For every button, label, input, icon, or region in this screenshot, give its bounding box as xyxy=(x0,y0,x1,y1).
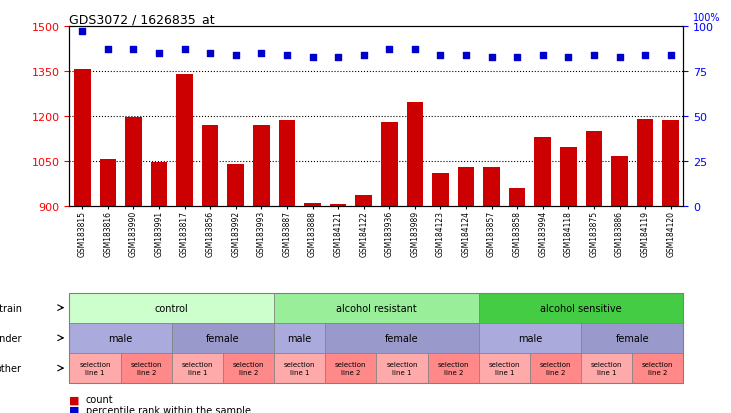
Text: ■: ■ xyxy=(69,405,80,413)
Point xyxy=(281,52,292,59)
Point xyxy=(588,52,599,59)
Point xyxy=(204,50,216,57)
Text: female: female xyxy=(616,333,649,343)
Bar xyxy=(458,168,474,206)
Text: selection
line 2: selection line 2 xyxy=(130,361,162,375)
Point xyxy=(307,54,319,61)
Bar xyxy=(560,148,577,206)
Point xyxy=(461,52,472,59)
Text: other: other xyxy=(0,363,22,373)
Point xyxy=(383,47,395,54)
Text: ■: ■ xyxy=(69,394,80,404)
Point xyxy=(178,47,190,54)
Bar xyxy=(330,205,346,206)
Point xyxy=(614,54,626,61)
Point xyxy=(639,52,651,59)
Bar xyxy=(406,103,423,206)
Text: selection
line 2: selection line 2 xyxy=(232,361,265,375)
Text: GDS3072 / 1626835_at: GDS3072 / 1626835_at xyxy=(69,13,215,26)
Point xyxy=(154,50,165,57)
Text: selection
line 1: selection line 1 xyxy=(386,361,418,375)
Text: male: male xyxy=(287,333,312,343)
Point xyxy=(332,54,344,61)
Bar xyxy=(176,75,193,206)
Point xyxy=(256,50,268,57)
Text: alcohol resistant: alcohol resistant xyxy=(336,303,417,313)
Point xyxy=(537,52,548,59)
Text: selection
line 1: selection line 1 xyxy=(284,361,316,375)
Bar xyxy=(99,159,116,206)
Bar xyxy=(74,70,91,206)
Text: percentile rank within the sample: percentile rank within the sample xyxy=(86,405,251,413)
Bar xyxy=(279,121,295,206)
Text: selection
line 2: selection line 2 xyxy=(437,361,469,375)
Bar xyxy=(227,164,244,206)
Text: selection
line 1: selection line 1 xyxy=(591,361,623,375)
Text: 100%: 100% xyxy=(693,13,720,23)
Point xyxy=(102,47,114,54)
Text: male: male xyxy=(518,333,542,343)
Text: male: male xyxy=(108,333,133,343)
Text: selection
line 2: selection line 2 xyxy=(539,361,572,375)
Point xyxy=(77,29,88,36)
Point xyxy=(230,52,241,59)
Point xyxy=(127,47,139,54)
Bar xyxy=(662,121,679,206)
Text: female: female xyxy=(385,333,419,343)
Point xyxy=(664,52,676,59)
Text: selection
line 1: selection line 1 xyxy=(488,361,520,375)
Bar xyxy=(125,118,142,206)
Text: control: control xyxy=(155,303,189,313)
Bar xyxy=(611,157,628,206)
Text: selection
line 2: selection line 2 xyxy=(642,361,674,375)
Bar xyxy=(355,196,372,206)
Text: selection
line 1: selection line 1 xyxy=(181,361,213,375)
Bar xyxy=(151,163,167,206)
Point xyxy=(357,52,369,59)
Point xyxy=(434,52,446,59)
Text: selection
line 1: selection line 1 xyxy=(79,361,111,375)
Bar xyxy=(432,173,449,206)
Bar xyxy=(304,204,321,206)
Text: count: count xyxy=(86,394,113,404)
Text: strain: strain xyxy=(0,303,22,313)
Bar xyxy=(586,132,602,206)
Bar xyxy=(202,126,219,206)
Point xyxy=(409,47,421,54)
Text: alcohol sensitive: alcohol sensitive xyxy=(540,303,622,313)
Bar xyxy=(509,188,526,206)
Bar xyxy=(381,123,398,206)
Bar xyxy=(483,168,500,206)
Bar xyxy=(534,138,551,206)
Text: gender: gender xyxy=(0,333,22,343)
Text: female: female xyxy=(206,333,240,343)
Point xyxy=(485,54,497,61)
Bar xyxy=(253,126,270,206)
Point xyxy=(563,54,575,61)
Text: selection
line 2: selection line 2 xyxy=(335,361,367,375)
Point xyxy=(511,54,523,61)
Bar xyxy=(637,120,654,206)
